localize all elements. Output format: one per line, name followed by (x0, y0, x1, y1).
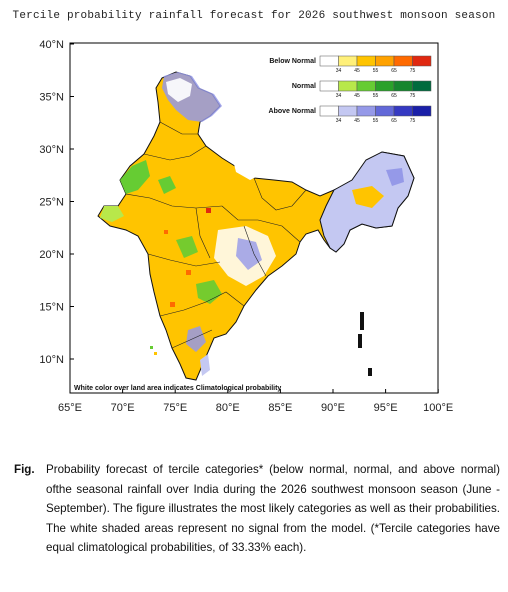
legend-tick-label: 34 (336, 93, 342, 99)
legend-category-label: Below Normal (269, 58, 316, 65)
lon-tick-label: 100°E (423, 402, 453, 414)
legend-swatch (393, 105, 413, 117)
legend-category-label: Above Normal (269, 108, 317, 115)
map-title: Tercile probability rainfall forecast fo… (12, 10, 496, 22)
lat-tick-label: 25°N (39, 197, 64, 209)
legend-swatch (375, 80, 395, 92)
lat-tick-label: 40°N (39, 39, 64, 51)
legend-swatch (338, 55, 358, 67)
longitude-axis: 65°E 70°E 75°E 80°E 85°E 90°E 95°E 100°E (58, 389, 453, 414)
legend-swatch (338, 105, 358, 117)
legend-tick-label: 55 (373, 68, 379, 74)
legend-tick-label: 65 (391, 68, 397, 74)
legend-swatch (356, 55, 376, 67)
lat-tick-label: 30°N (39, 144, 64, 156)
lat-tick-label: 20°N (39, 249, 64, 261)
map-legend: Below Normal 34 45 55 65 75 Normal 34 45 55 65 75 Ab… (269, 55, 432, 124)
legend-swatch (319, 105, 339, 117)
legend-swatch (375, 55, 395, 67)
lon-tick-label: 95°E (374, 402, 398, 414)
figure-caption: Fig. Probability forecast of tercile cat… (14, 460, 500, 558)
legend-swatch (412, 55, 432, 67)
legend-tick-label: 45 (354, 93, 360, 99)
legend-swatch (393, 55, 413, 67)
legend-swatch (356, 105, 376, 117)
lon-tick-label: 65°E (58, 402, 82, 414)
india-landmass (97, 71, 415, 381)
caption-text: Probability forecast of tercile categori… (46, 463, 500, 554)
forecast-map: Below Normal 34 45 55 65 75 Normal 34 45 55 65 75 Ab… (39, 39, 453, 414)
lon-tick-label: 70°E (111, 402, 135, 414)
legend-swatch (356, 80, 376, 92)
lon-tick-label: 80°E (216, 402, 240, 414)
legend-swatch (375, 105, 395, 117)
map-note: White color over land area indicates Cli… (74, 385, 281, 392)
legend-tick-label: 45 (354, 118, 360, 124)
legend-tick-label: 75 (410, 68, 416, 74)
legend-tick-label: 34 (336, 118, 342, 124)
latitude-axis: 40°N 35°N 30°N 25°N 20°N 15°N 10°N (39, 39, 74, 366)
lon-tick-label: 90°E (321, 402, 345, 414)
legend-tick-label: 75 (410, 93, 416, 99)
lat-tick-label: 35°N (39, 92, 64, 104)
lon-tick-label: 75°E (163, 402, 187, 414)
legend-swatch (412, 80, 432, 92)
legend-category-label: Normal (292, 83, 316, 90)
legend-tick-label: 65 (391, 118, 397, 124)
lat-tick-label: 10°N (39, 354, 64, 366)
legend-swatch (319, 55, 339, 67)
lon-tick-label: 85°E (268, 402, 292, 414)
legend-swatch (319, 80, 339, 92)
legend-tick-label: 34 (336, 68, 342, 74)
legend-tick-label: 45 (354, 68, 360, 74)
legend-tick-label: 65 (391, 93, 397, 99)
legend-swatch (412, 105, 432, 117)
caption-fig-label: Fig. (14, 463, 35, 476)
legend-tick-label: 75 (410, 118, 416, 124)
legend-swatch (338, 80, 358, 92)
legend-tick-label: 55 (373, 93, 379, 99)
legend-tick-label: 55 (373, 118, 379, 124)
legend-swatch (393, 80, 413, 92)
lat-tick-label: 15°N (39, 302, 64, 314)
